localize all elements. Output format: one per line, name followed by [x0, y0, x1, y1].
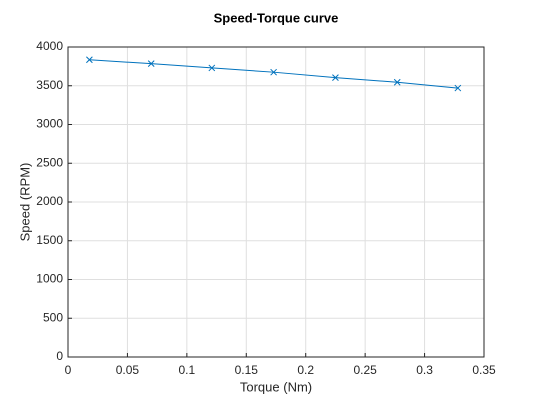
x-tick-label: 0	[65, 363, 72, 377]
y-tick-label: 4000	[36, 39, 63, 53]
plot	[86, 56, 462, 92]
x-tick-label: 0.05	[116, 363, 140, 377]
y-tick-label: 3500	[36, 78, 63, 92]
y-tick-label: 0	[56, 349, 63, 363]
x-tick-label: 0.1	[179, 363, 196, 377]
marker	[332, 74, 339, 81]
marker	[270, 68, 277, 76]
y-axis-label: Speed (RPM)	[17, 163, 32, 242]
x-tick-label: 0.2	[297, 363, 314, 377]
marker	[454, 84, 462, 92]
marker	[393, 78, 401, 86]
x-tick-label: 0.3	[416, 363, 433, 377]
x-axis-label: Torque (Nm)	[240, 379, 312, 394]
x-tick-label: 0.15	[235, 363, 259, 377]
x-tick-label: 0.35	[472, 363, 496, 377]
chart-title: Speed-Torque curve	[214, 10, 339, 25]
y-tick-label: 500	[43, 310, 63, 324]
y-tick-label: 1500	[36, 233, 63, 247]
y-tick-label: 1000	[36, 272, 63, 286]
x-tick-label: 0.25	[353, 363, 377, 377]
y-tick-label: 2000	[36, 194, 63, 208]
y-tick-label: 3000	[36, 117, 63, 131]
y-tick-label: 2500	[36, 155, 63, 169]
marker	[86, 56, 93, 64]
axes-box	[67, 46, 485, 358]
marker	[208, 64, 216, 72]
marker	[147, 60, 155, 68]
